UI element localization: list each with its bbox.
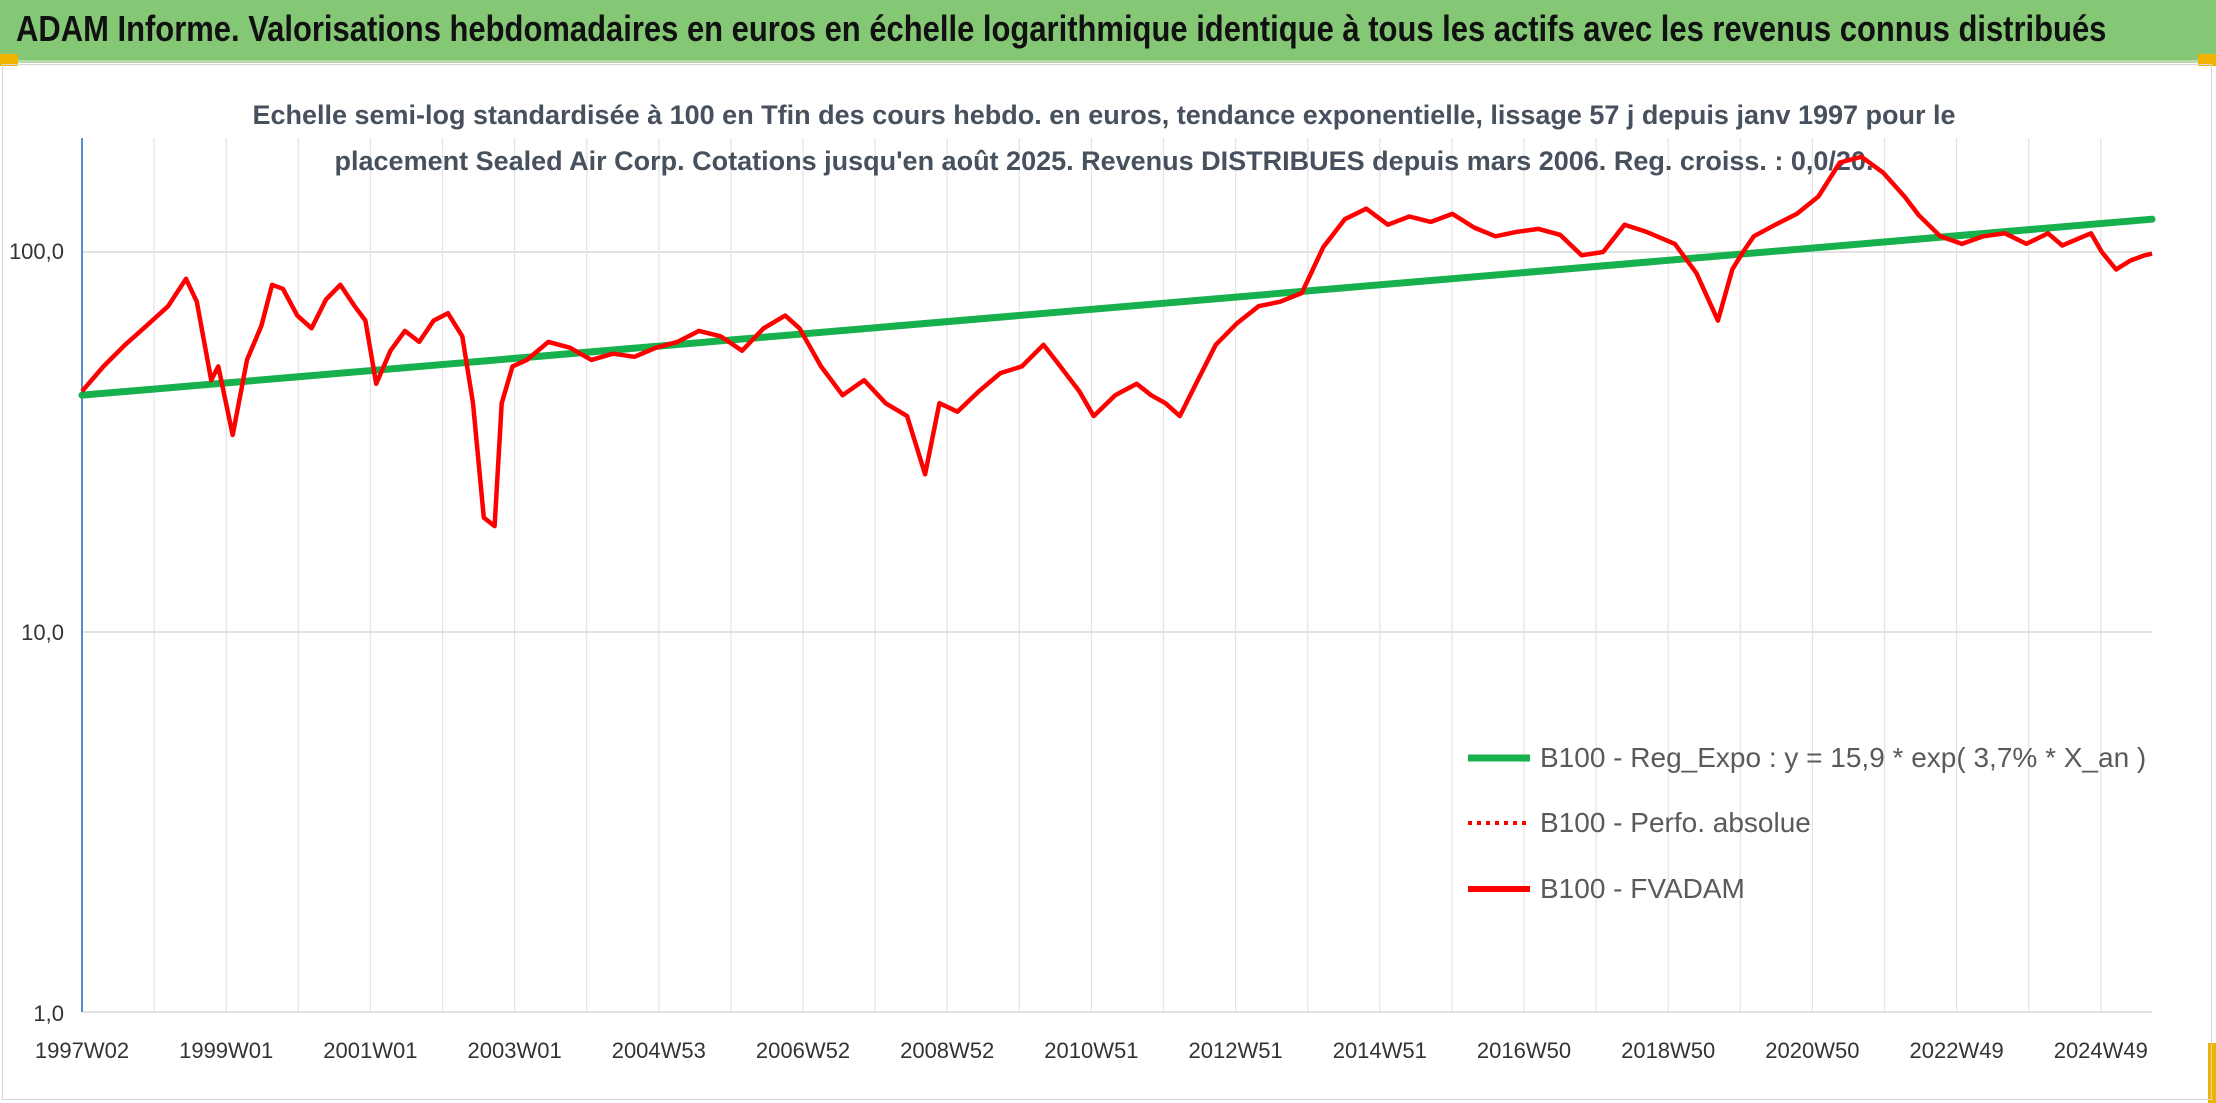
x-tick-label: 2024W49 [2054,1038,2148,1063]
x-tick-label: 2020W50 [1765,1038,1859,1063]
y-tick-label: 1,0 [33,1001,64,1026]
series-layer [78,154,2156,529]
x-tick-label: 2004W53 [612,1038,706,1063]
corner-accent-top-right [2198,54,2216,66]
grid-layer [81,138,2152,1013]
header-bar: ADAM Informe. Valorisations hebdomadaire… [0,0,2216,63]
x-tick-label: 2010W51 [1044,1038,1138,1063]
legend: B100 - Reg_Expo : y = 15,9 * exp( 3,7% *… [1468,742,2146,904]
x-tick-label: 2022W49 [1910,1038,2004,1063]
y-tick-labels: 100,0 10,0 1,0 [9,239,64,1026]
x-tick-label: 2018W50 [1621,1038,1715,1063]
x-tick-label: 2012W51 [1189,1038,1283,1063]
x-tick-label: 1997W02 [35,1038,129,1063]
corner-accent-bottom-right [2208,1043,2216,1103]
x-tick-label: 1999W01 [179,1038,273,1063]
chart-subtitle-line-2: placement Sealed Air Corp. Cotations jus… [335,146,1874,176]
legend-label-reg-expo: B100 - Reg_Expo : y = 15,9 * exp( 3,7% *… [1540,742,2146,773]
y-tick-label: 100,0 [9,239,64,264]
legend-label-perfo-absolue: B100 - Perfo. absolue [1540,807,1811,838]
x-tick-label: 2003W01 [468,1038,562,1063]
chart-subtitle-line-1: Echelle semi-log standardisée à 100 en T… [252,100,1955,130]
x-tick-label: 2006W52 [756,1038,850,1063]
x-tick-label: 2001W01 [323,1038,417,1063]
x-tick-label: 2008W52 [900,1038,994,1063]
x-tick-label: 2014W51 [1333,1038,1427,1063]
report-title: ADAM Informe. Valorisations hebdomadaire… [16,8,2107,49]
chart-frame [2,64,2212,1100]
x-tick-label: 2016W50 [1477,1038,1571,1063]
legend-label-fvadam: B100 - FVADAM [1540,873,1745,904]
x-tick-labels: 1997W02 1999W01 2001W01 2003W01 2004W53 2006W… [35,1038,2148,1063]
y-tick-label: 10,0 [21,620,64,645]
series-line-reg-expo [78,215,2156,399]
corner-accent-top-left [0,54,18,66]
series-line-fvadam [80,154,2153,529]
